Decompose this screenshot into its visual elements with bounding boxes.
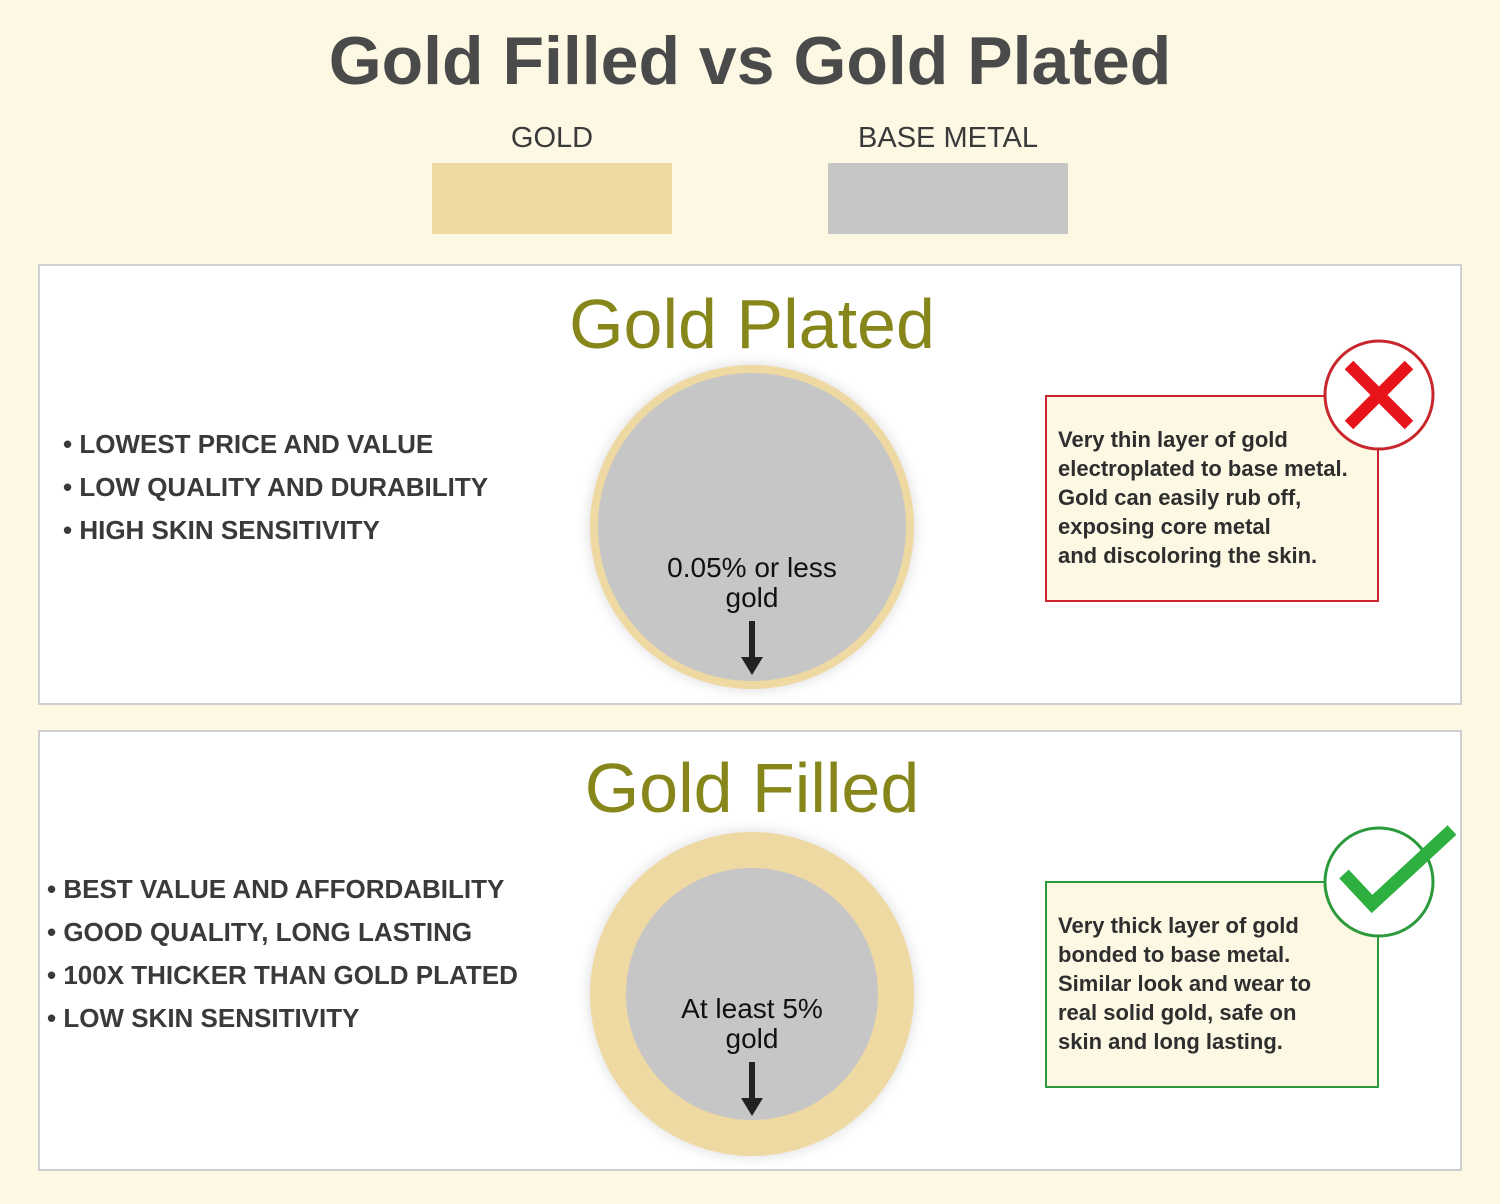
description-line: Very thin layer of gold	[1058, 427, 1288, 452]
gold-plated-bullets: • LOWEST PRICE AND VALUE • LOW QUALITY A…	[63, 429, 488, 558]
x-mark-icon	[1323, 339, 1435, 451]
description-line: and discoloring the skin.	[1058, 543, 1318, 568]
circle-label: gold	[725, 582, 779, 613]
arrow-down-icon	[741, 1062, 763, 1116]
bullet-item: • LOW SKIN SENSITIVITY	[47, 1003, 360, 1033]
legend-base-metal-swatch	[828, 163, 1068, 234]
description-line: skin and long lasting.	[1058, 1029, 1283, 1054]
gold-filled-description: Very thick layer of gold bonded to base …	[1045, 881, 1379, 1088]
bullet-item: • 100X THICKER THAN GOLD PLATED	[47, 960, 518, 990]
circle-label: At least 5%	[681, 993, 823, 1024]
description-line: bonded to base metal.	[1058, 942, 1291, 967]
gold-filled-cross-section: At least 5% gold	[590, 832, 914, 1156]
gold-filled-bullets: • BEST VALUE AND AFFORDABILITY • GOOD QU…	[47, 874, 518, 1046]
legend-base-metal-label: BASE METAL	[858, 122, 1038, 154]
page-title: Gold Filled vs Gold Plated	[328, 23, 1172, 99]
description-line: Very thick layer of gold	[1058, 913, 1299, 938]
arrow-down-icon	[741, 621, 763, 675]
legend-gold-swatch	[432, 163, 672, 234]
gold-plated-cross-section: 0.05% or less gold	[590, 365, 914, 689]
legend-gold-label: GOLD	[510, 122, 594, 154]
bullet-item: • BEST VALUE AND AFFORDABILITY	[47, 874, 505, 904]
bullet-item: • LOWEST PRICE AND VALUE	[63, 429, 434, 459]
gold-plated-title: Gold Plated	[569, 285, 935, 363]
gold-plated-description: Very thin layer of gold electroplated to…	[1045, 395, 1379, 602]
gold-plated-panel: Gold Plated • LOWEST PRICE AND VALUE • L…	[38, 264, 1462, 705]
circle-label: 0.05% or less	[667, 552, 837, 583]
description-line: real solid gold, safe on	[1058, 1000, 1297, 1025]
description-line: Similar look and wear to	[1058, 971, 1312, 996]
gold-filled-title: Gold Filled	[584, 749, 920, 827]
description-line: exposing core metal	[1058, 514, 1271, 539]
checkmark-icon	[1323, 825, 1457, 938]
description-line: Gold can easily rub off,	[1058, 485, 1302, 510]
circle-label: gold	[725, 1023, 779, 1054]
bullet-item: • LOW QUALITY AND DURABILITY	[63, 472, 489, 502]
gold-filled-panel: Gold Filled • BEST VALUE AND AFFORDABILI…	[38, 730, 1462, 1171]
description-line: electroplated to base metal.	[1058, 456, 1348, 481]
bullet-item: • HIGH SKIN SENSITIVITY	[63, 515, 380, 545]
bullet-item: • GOOD QUALITY, LONG LASTING	[47, 917, 473, 947]
